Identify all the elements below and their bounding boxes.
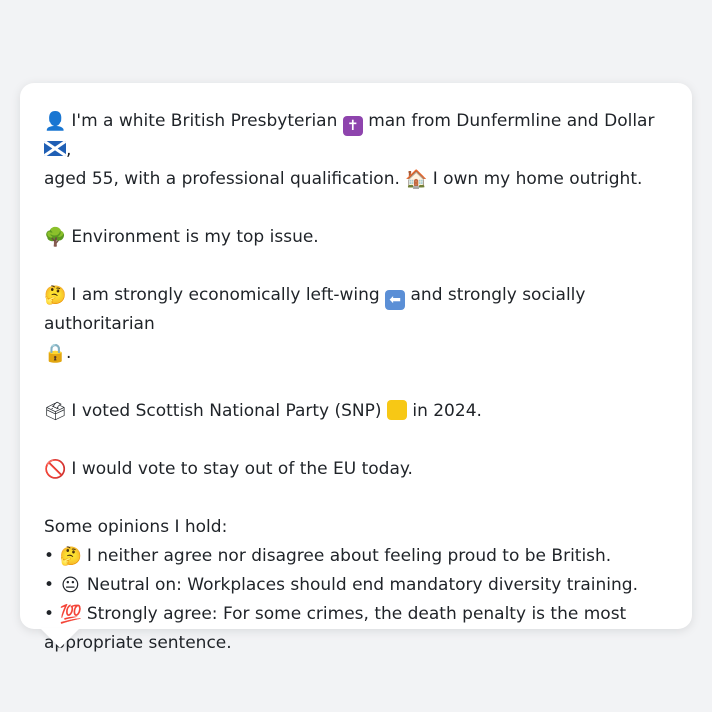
vote-party-text: I voted Scottish National Party (SNP) bbox=[71, 401, 382, 421]
latin-cross-icon: ✝ bbox=[342, 116, 363, 136]
opinion-item: • 💯 Strongly agree: For some crimes, the… bbox=[44, 604, 627, 653]
thinking-face-icon: 🤔 bbox=[59, 546, 82, 567]
message-bubble: 👤 I'm a white British Presbyterian ✝ man… bbox=[20, 83, 692, 653]
eu-paragraph: 🚫 I would vote to stay out of the EU tod… bbox=[44, 455, 668, 484]
hundred-points-icon: 💯 bbox=[59, 604, 82, 625]
identity-text: I'm a white British Presbyterian bbox=[71, 111, 338, 131]
ideology-paragraph: 🤔 I am strongly economically left-wing ⬅… bbox=[44, 285, 586, 364]
opinions-heading: Some opinions I hold: bbox=[44, 517, 228, 537]
opinion-item: • 😐 Neutral on: Workplaces should end ma… bbox=[44, 575, 638, 596]
age-qualification-text: aged 55, with a professional qualificati… bbox=[44, 169, 400, 189]
thinking-face-icon: 🤔 bbox=[44, 285, 67, 306]
economic-position-text: I am strongly economically left-wing bbox=[71, 285, 380, 305]
yellow-square-icon bbox=[386, 400, 407, 420]
top-issue-paragraph: 🌳 Environment is my top issue. bbox=[44, 223, 668, 252]
location-text: man from Dunfermline and Dollar bbox=[368, 111, 655, 131]
vote-year-text: in 2024. bbox=[412, 401, 482, 421]
opinions-section: Some opinions I hold: • 🤔 I neither agre… bbox=[44, 513, 668, 658]
top-issue-text: Environment is my top issue. bbox=[71, 227, 319, 247]
opinion-item: • 🤔 I neither agree nor disagree about f… bbox=[44, 546, 612, 567]
identity-paragraph: 👤 I'm a white British Presbyterian ✝ man… bbox=[44, 111, 655, 190]
neutral-face-icon: 😐 bbox=[61, 575, 80, 596]
ballot-box-icon: 🗳 bbox=[44, 401, 67, 422]
vote-paragraph: 🗳 I voted Scottish National Party (SNP) … bbox=[44, 397, 668, 426]
prohibited-icon: 🚫 bbox=[44, 459, 67, 480]
home-ownership-text: I own my home outright. bbox=[432, 169, 643, 189]
bubble-tail bbox=[40, 628, 80, 648]
bust-in-silhouette-icon: 👤 bbox=[44, 111, 67, 132]
scotland-flag-icon bbox=[44, 141, 66, 156]
eu-stance-text: I would vote to stay out of the EU today… bbox=[71, 459, 413, 479]
tree-icon: 🌳 bbox=[44, 227, 67, 248]
left-arrow-icon: ⬅ bbox=[385, 290, 406, 310]
lock-icon: 🔒 bbox=[44, 343, 67, 364]
house-icon: 🏠 bbox=[405, 169, 428, 190]
social-position-text: and strongly socially authoritarian bbox=[44, 285, 586, 334]
